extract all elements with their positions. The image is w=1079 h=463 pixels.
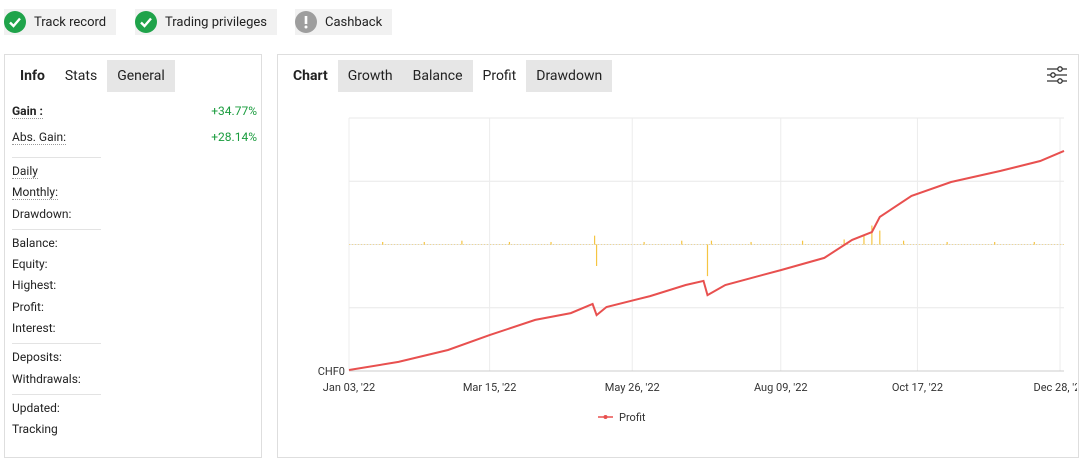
tab: Chart <box>283 60 338 92</box>
info-row: Tracking <box>12 419 257 440</box>
daily-bar <box>879 230 881 245</box>
daily-bar <box>750 241 752 245</box>
daily-bar <box>508 241 511 245</box>
info-row: Equity: <box>12 254 257 275</box>
badge: Track record <box>4 9 117 35</box>
chart-tabs: Chart Growth Balance Profit Drawdown <box>283 60 1078 92</box>
tab[interactable]: Profit <box>472 60 527 92</box>
info-panel: Info Stats General Gain : +34.77% Abs. Gain:… <box>4 54 262 458</box>
badge-icon <box>295 11 317 33</box>
daily-bar <box>706 244 709 277</box>
info-label: Updated: <box>12 400 60 415</box>
info-row: Drawdown: <box>12 204 257 225</box>
daily-bar <box>801 240 804 245</box>
icon-circle <box>135 11 157 33</box>
icon-circle <box>4 11 26 33</box>
daily-bar <box>461 240 463 245</box>
info-label: Gain : <box>12 104 43 119</box>
info-row: Monthly: <box>12 182 257 203</box>
daily-bar <box>382 241 384 245</box>
info-group: Deposits: Withdrawals: <box>12 344 101 395</box>
tab[interactable]: Stats <box>54 60 108 92</box>
info-row: Gain : +34.77% <box>12 101 257 127</box>
icon-dot <box>304 25 308 29</box>
daily-bar <box>843 239 845 245</box>
info-label: Withdrawals: <box>12 371 81 386</box>
daily-bar <box>863 235 865 245</box>
x-tick-label: Jan 03, '22 <box>323 381 375 394</box>
y-tick-label: CHF0 <box>318 365 345 378</box>
tab[interactable]: Drawdown <box>526 60 613 92</box>
info-row: Highest: <box>12 275 257 296</box>
daily-bar <box>946 241 948 245</box>
x-tick-label: Oct 17, '22 <box>892 381 943 394</box>
icon-check <box>9 17 21 28</box>
info-row: Balance: <box>12 233 257 254</box>
daily-bar <box>871 225 873 245</box>
daily-bar <box>710 240 713 245</box>
info-label: Tracking <box>12 422 58 437</box>
info-group: Updated: Tracking <box>12 395 101 445</box>
info-group: Balance: Equity: Highest: Profit: Interest: <box>12 230 101 345</box>
x-tick-label: Dec 28, '22 <box>1033 381 1077 394</box>
badge-icon <box>135 11 157 33</box>
info-row: Daily <box>12 161 257 182</box>
daily-bar <box>423 241 425 245</box>
chart: Jan 03, '22 Mar 15, '22 May 26, '22 Aug 09,… <box>318 117 1077 424</box>
info-label: Equity: <box>12 257 48 272</box>
daily-bar <box>902 240 905 245</box>
daily-bar <box>595 244 598 267</box>
badge: Cashback <box>295 9 393 35</box>
info-value: +28.14% <box>211 130 257 144</box>
info-row: Withdrawals: <box>12 369 257 390</box>
info-group: Daily Monthly: Drawdown: <box>12 158 101 230</box>
x-tick-label: May 26, '22 <box>605 381 660 394</box>
info-list: Gain : +34.77% Abs. Gain: +28.14% Daily Month… <box>5 98 261 445</box>
info-row: Profit: <box>12 297 257 318</box>
tab[interactable]: Balance <box>402 60 473 92</box>
tab[interactable]: Info <box>10 60 55 92</box>
info-value: +34.77% <box>211 104 257 118</box>
info-label: Interest: <box>12 321 56 336</box>
daily-bar <box>681 240 683 245</box>
info-label: Balance: <box>12 235 58 250</box>
info-tabs: Info Stats General <box>10 60 261 92</box>
tab[interactable]: General <box>107 60 175 92</box>
x-tick-label: Mar 15, '22 <box>463 381 517 394</box>
info-group: Gain : +34.77% Abs. Gain: +28.14% <box>12 98 257 158</box>
badge-label: Trading privileges <box>165 14 267 30</box>
daily-bar <box>593 235 596 245</box>
profit-line <box>348 149 1065 371</box>
info-label: Abs. Gain: <box>12 130 67 145</box>
chart-panel: Chart Growth Balance Profit Drawdown <box>277 54 1079 458</box>
icon-mark <box>304 16 308 24</box>
info-row: Deposits: <box>12 347 257 368</box>
daily-bar <box>994 241 996 245</box>
chart-settings-icon[interactable] <box>1046 65 1068 85</box>
legend-dot <box>603 415 608 419</box>
info-row: Abs. Gain: +28.14% <box>12 127 257 153</box>
info-label: Highest: <box>12 278 57 293</box>
info-label: Drawdown: <box>12 206 72 221</box>
badge-icon <box>4 11 26 33</box>
info-label: Daily <box>12 164 38 179</box>
info-label: Monthly: <box>12 185 58 201</box>
badge: Trading privileges <box>135 9 277 35</box>
info-label: Deposits: <box>12 350 62 365</box>
icon-check <box>140 17 152 28</box>
daily-bar <box>550 241 552 245</box>
daily-bar <box>643 241 645 245</box>
daily-bar <box>1033 241 1035 245</box>
x-tick-label: Aug 09, '22 <box>754 381 808 394</box>
badge-label: Track record <box>34 14 107 30</box>
legend-label: Profit <box>619 411 646 424</box>
badge-label: Cashback <box>325 14 383 30</box>
info-row: Updated: <box>12 398 257 419</box>
tab[interactable]: Growth <box>337 60 403 92</box>
info-label: Profit: <box>12 299 44 314</box>
info-row: Interest: <box>12 318 257 339</box>
